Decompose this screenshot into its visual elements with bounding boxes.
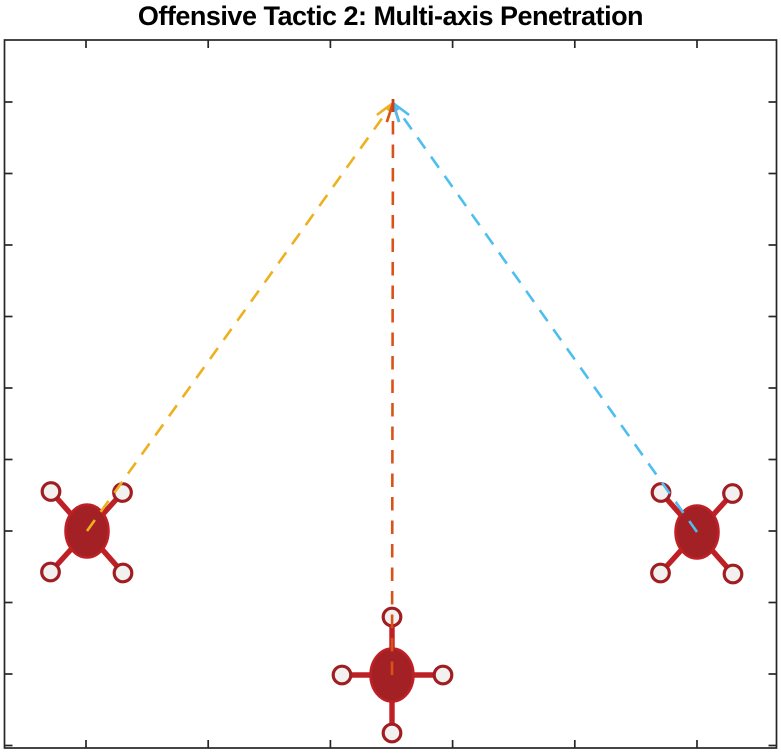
rotor-icon xyxy=(650,482,672,503)
rotor-icon xyxy=(381,722,403,744)
rotor-icon xyxy=(40,561,61,583)
rotor-icon xyxy=(722,483,743,504)
south-attack-path xyxy=(385,102,401,676)
tick-marks xyxy=(4,40,777,748)
plot-title: Offensive Tactic 2: Multi-axis Penetrati… xyxy=(137,1,644,31)
rotor-icon xyxy=(432,664,454,686)
west-attack-path xyxy=(85,101,395,532)
attack-path-shaft xyxy=(391,102,699,533)
rotor-icon xyxy=(650,562,671,584)
rotor-icon xyxy=(112,482,133,503)
rotor-icon xyxy=(722,563,744,585)
east-drone-icon xyxy=(650,482,744,585)
east-attack-path xyxy=(391,101,699,533)
rotor-icon xyxy=(331,664,353,686)
attack-path-arrowhead xyxy=(392,101,410,116)
rotor-icon xyxy=(112,562,134,584)
attack-path-shaft xyxy=(85,102,395,532)
axes-border xyxy=(3,39,778,749)
attack-path-arrowhead xyxy=(376,101,394,116)
rotor-icon xyxy=(40,481,62,502)
west-drone-icon xyxy=(40,481,134,584)
attack-path-shaft xyxy=(390,102,395,676)
